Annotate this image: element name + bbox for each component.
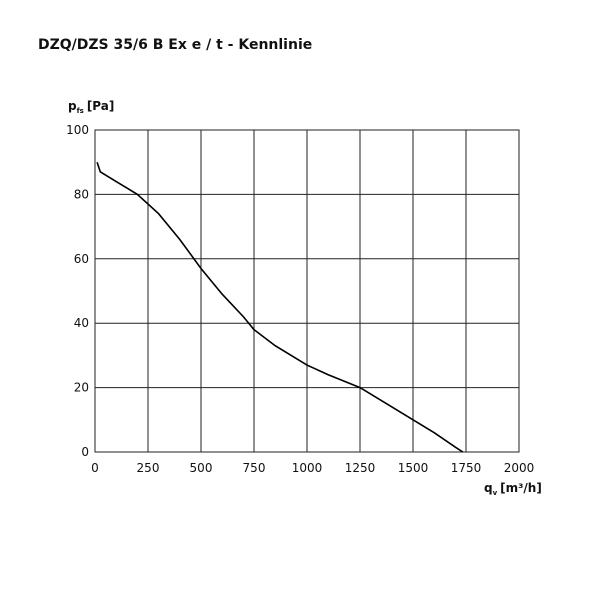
x-label-symbol: q: [484, 481, 493, 495]
x-tick-label: 1750: [451, 461, 482, 475]
y-label-subscript: fs: [77, 107, 84, 115]
y-tick-label: 60: [74, 252, 89, 266]
x-axis-label: qv [m³/h]: [484, 481, 542, 497]
x-tick-label: 500: [190, 461, 213, 475]
x-tick-label: 750: [243, 461, 266, 475]
y-axis-label: pfs [Pa]: [68, 99, 114, 115]
y-label-symbol: p: [68, 99, 77, 113]
y-tick-label: 40: [74, 316, 89, 330]
y-tick-label: 80: [74, 187, 89, 201]
x-tick-label: 250: [137, 461, 160, 475]
x-tick-label: 1250: [345, 461, 376, 475]
x-label-unit: [m³/h]: [500, 481, 542, 495]
y-tick-label: 20: [74, 381, 89, 395]
x-tick-label: 1000: [292, 461, 323, 475]
curve: [96, 161, 464, 453]
y-label-unit: [Pa]: [87, 99, 115, 113]
x-tick-label: 0: [91, 461, 99, 475]
x-label-subscript: v: [493, 489, 498, 497]
chart-title: DZQ/DZS 35/6 B Ex e / t - Kennlinie: [38, 37, 312, 53]
x-tick-label: 1500: [398, 461, 429, 475]
y-tick-label: 100: [66, 123, 89, 137]
y-tick-label: 0: [81, 445, 89, 459]
plot-frame: [94, 129, 520, 453]
x-tick-label: 2000: [504, 461, 535, 475]
